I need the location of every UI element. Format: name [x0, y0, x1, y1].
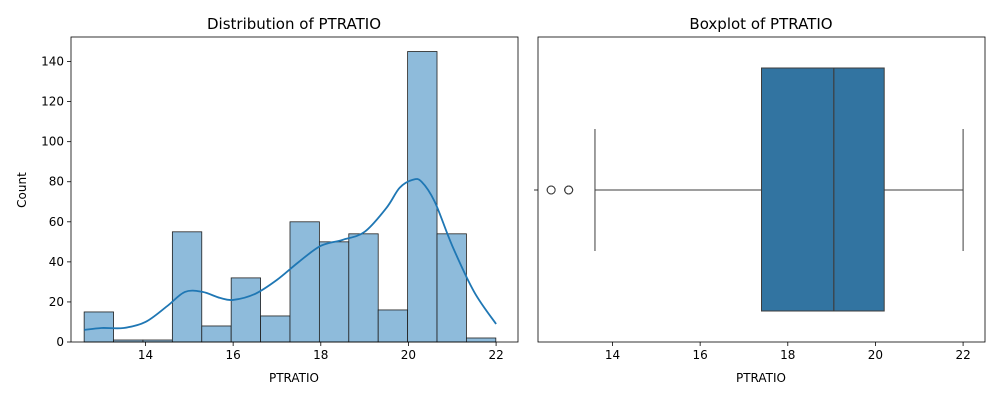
- histogram-y-tick-label: 120: [41, 95, 64, 109]
- histogram-x-ticks: 14 16 18 20 22: [138, 342, 504, 362]
- histogram-y-tick-label: 20: [49, 295, 64, 309]
- histogram-y-tick-label: 40: [49, 255, 64, 269]
- histogram-bar: [230, 277, 261, 343]
- boxplot-x-tick-label: 14: [605, 348, 620, 362]
- histogram-x-tick-label: 16: [226, 348, 241, 362]
- histogram-bar: [466, 337, 497, 343]
- histogram-bar: [83, 311, 114, 343]
- boxplot-box: [761, 67, 885, 312]
- histogram-y-label: Count: [15, 172, 29, 208]
- histogram-y-tick-label: 60: [49, 215, 64, 229]
- histogram-x-tick-label: 22: [488, 348, 503, 362]
- histogram-panel: Distribution of PTRATIO 14 16 18 20 22 0 20 40…: [15, 15, 519, 385]
- histogram-y-tick-label: 100: [41, 135, 64, 149]
- histogram-bar: [318, 241, 350, 343]
- histogram-bar: [289, 221, 320, 343]
- boxplot-x-tick-label: 16: [693, 348, 708, 362]
- histogram-bar: [377, 309, 409, 343]
- boxplot-outlier: [564, 185, 574, 195]
- kde-line: [84, 178, 497, 331]
- histogram-x-tick-label: 18: [313, 348, 328, 362]
- histogram-axes-frame: [70, 36, 519, 343]
- histogram-bar: [171, 231, 203, 343]
- boxplot-x-label: PTRATIO: [736, 371, 786, 385]
- boxplot-x-tick-label: 20: [868, 348, 883, 362]
- histogram-y-tick-label: 140: [41, 55, 64, 69]
- boxplot-elements: [546, 67, 964, 312]
- histogram-title: Distribution of PTRATIO: [207, 15, 381, 33]
- boxplot-x-tick-label: 22: [955, 348, 970, 362]
- histogram-bar: [201, 325, 232, 343]
- histogram-x-tick-label: 14: [138, 348, 153, 362]
- histogram-y-ticks: 0 20 40 60 80 100 120 140: [41, 55, 71, 349]
- boxplot-axes-frame: [537, 36, 986, 343]
- boxplot-x-ticks: 14 16 18 20 22: [605, 342, 971, 362]
- boxplot-x-tick-label: 18: [780, 348, 795, 362]
- histogram-bar: [260, 315, 291, 343]
- boxplot-outlier: [546, 185, 556, 195]
- histogram-bar: [436, 233, 467, 343]
- histogram-y-tick-label: 0: [56, 335, 64, 349]
- histogram-x-label: PTRATIO: [269, 371, 319, 385]
- histogram-y-tick-label: 80: [49, 175, 64, 189]
- boxplot-title: Boxplot of PTRATIO: [689, 15, 832, 33]
- histogram-bar: [348, 233, 379, 343]
- boxplot-panel: Boxplot of PTRATIO 14 16 18 20 22 PTRATIO: [534, 15, 986, 385]
- histogram-bars: [83, 51, 497, 343]
- histogram-x-tick-label: 20: [401, 348, 416, 362]
